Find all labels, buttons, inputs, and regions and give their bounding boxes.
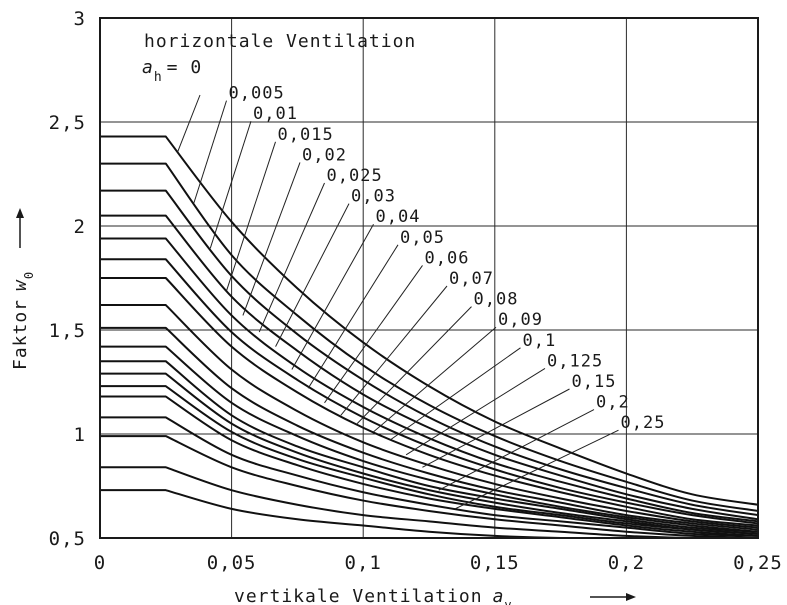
y-axis-label-text: Faktor: [10, 299, 31, 370]
series-line: [100, 326, 758, 531]
label-leader: [438, 409, 595, 491]
label-leader: [340, 285, 448, 416]
curve-label: 0,06: [425, 248, 470, 268]
y-tick-label: 1,5: [49, 320, 86, 342]
svg-text:Faktorw0: Faktor w0: [10, 271, 36, 370]
legend-header: ah = 0: [142, 57, 202, 85]
curve-label: 0,1: [523, 331, 557, 351]
label-leader: [389, 347, 521, 441]
y-tick-label: 3: [74, 8, 86, 30]
label-leader: [177, 94, 201, 153]
legend-prefix: = 0: [167, 57, 203, 78]
legend-symbol: a: [142, 57, 154, 78]
curve-label: 0,02: [302, 145, 347, 165]
series-line: [100, 385, 758, 535]
curve-label: 0,125: [547, 351, 603, 371]
curve-label: 0,03: [351, 187, 396, 207]
label-leaders: [177, 94, 619, 510]
label-leader: [307, 244, 399, 389]
x-axis-label: vertikale Ventilation av: [234, 586, 636, 605]
series-line: [100, 416, 758, 537]
series-line: [100, 214, 758, 521]
legend-subscript: h: [154, 70, 163, 85]
y-tick-label: 2,5: [49, 112, 86, 134]
x-tick-label: 0,15: [470, 552, 520, 574]
label-leader: [275, 203, 350, 347]
label-leader: [193, 100, 227, 203]
series-line: [100, 277, 758, 527]
x-tick-label: 0,1: [345, 552, 382, 574]
label-leader: [356, 306, 472, 424]
label-leader: [226, 141, 276, 291]
y-axis-arrow: [16, 208, 24, 248]
chart-title: horizontale Ventilation: [144, 31, 416, 52]
curve-label: 0,015: [278, 125, 334, 145]
curve-label: 0,15: [572, 372, 617, 392]
x-axis-arrow: [590, 593, 636, 601]
y-axis-label: Faktor w0: [10, 208, 36, 370]
series-line: [100, 372, 758, 535]
tick-labels: 0 0,05 0,1 0,15 0,2 0,250,511,522,53: [49, 8, 783, 574]
label-leader: [324, 265, 423, 404]
x-axis-subscript: v: [504, 598, 512, 605]
y-tick-label: 0,5: [49, 528, 86, 550]
curve-label: 0,025: [327, 166, 383, 186]
y-axis-subscript: 0: [22, 271, 36, 279]
series-line: [100, 345, 758, 533]
label-leader: [242, 162, 301, 316]
series-line: [100, 304, 758, 529]
x-tick-label: 0: [94, 552, 106, 574]
label-leader: [258, 182, 325, 333]
label-leader: [405, 367, 546, 456]
curve-label: 0,07: [449, 269, 494, 289]
x-axis-label-text: vertikale Ventilation: [234, 586, 483, 605]
curve-label: 0,08: [474, 290, 519, 310]
curve-label: 0,25: [621, 413, 666, 433]
curve-labels: 0,0050,010,0150,020,0250,030,040,050,060…: [229, 84, 666, 434]
x-axis-symbol: a: [493, 586, 505, 605]
series-line: [100, 395, 758, 537]
series-line: [100, 237, 758, 523]
curve-label: 0,01: [253, 104, 298, 124]
label-leader: [373, 326, 497, 433]
series-line: [100, 162, 758, 512]
curve-label: 0,005: [229, 84, 285, 104]
x-tick-label: 0,25: [733, 552, 783, 574]
series-line: [100, 435, 758, 538]
curve-label: 0,2: [596, 393, 630, 413]
series-line: [100, 489, 758, 538]
curves: [100, 135, 758, 538]
label-leader: [422, 388, 570, 468]
y-tick-label: 1: [74, 424, 86, 446]
series-line: [100, 189, 758, 517]
plot-frame: [99, 17, 759, 539]
label-leader: [209, 121, 252, 249]
series-line: [100, 135, 758, 506]
x-tick-label: 0,05: [207, 552, 257, 574]
y-axis-symbol: w: [10, 279, 31, 291]
curve-label: 0,09: [498, 310, 543, 330]
x-tick-label: 0,2: [608, 552, 645, 574]
curve-label: 0,04: [376, 207, 421, 227]
series-line: [100, 258, 758, 525]
label-leader: [291, 223, 374, 370]
series-line: [100, 360, 758, 533]
curve-label: 0,05: [400, 228, 445, 248]
y-tick-label: 2: [74, 216, 86, 238]
label-leader: [454, 429, 619, 510]
